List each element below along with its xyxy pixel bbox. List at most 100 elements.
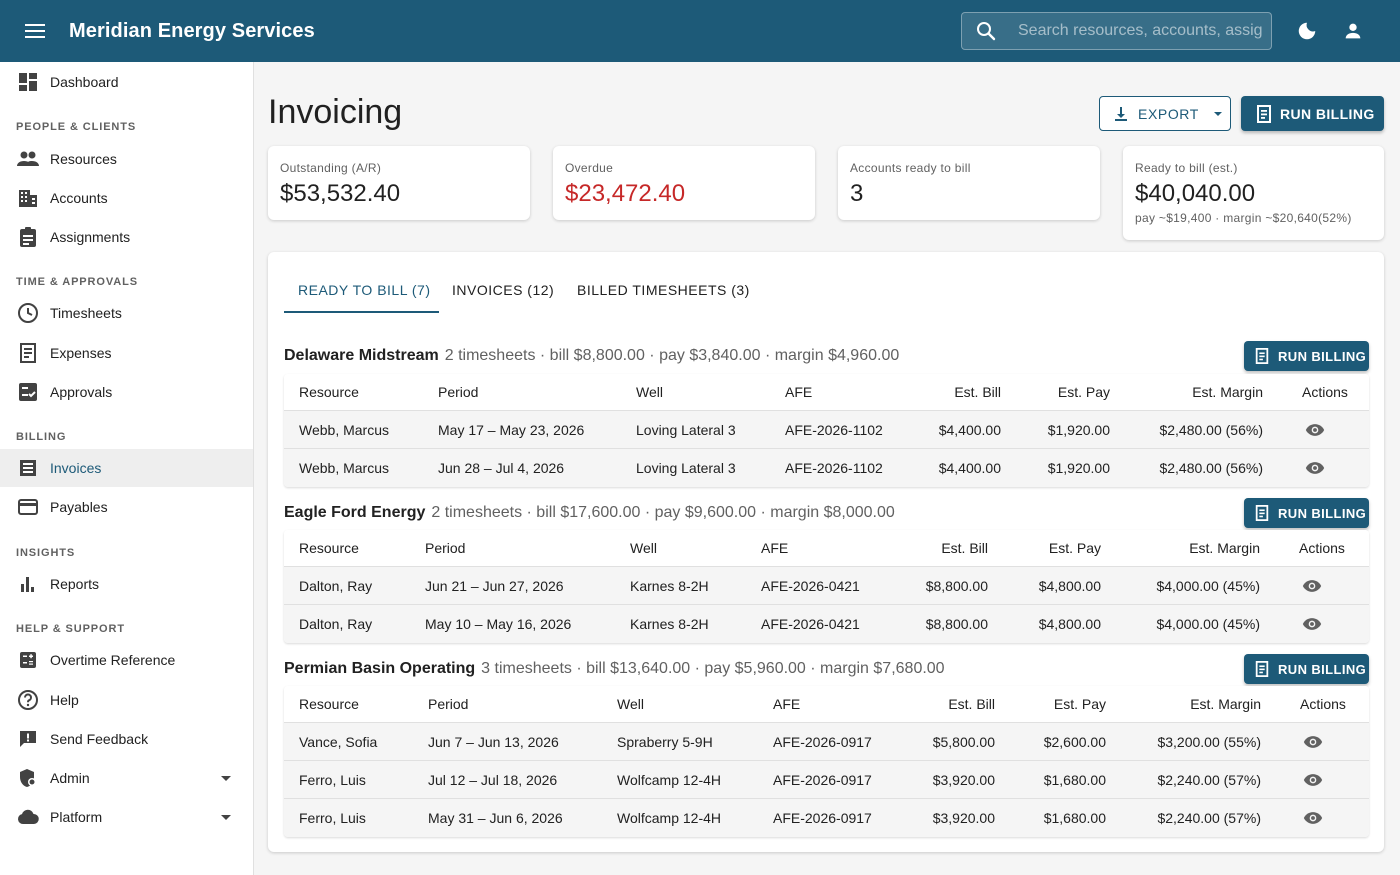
sidebar-item-assignments[interactable]: Assignments xyxy=(0,218,253,256)
group-name: Delaware Midstream xyxy=(284,347,439,364)
col-afe: AFE xyxy=(761,540,789,556)
cell-margin: $4,000.00 (45%) xyxy=(1156,577,1260,594)
run-billing-button[interactable]: RUN BILLING xyxy=(1241,96,1384,131)
timesheet-table: Resource Period Well AFE Est. Bill Est. … xyxy=(284,374,1369,487)
sidebar-item-label: Accounts xyxy=(50,190,108,206)
sidebar-item-reports[interactable]: Reports xyxy=(0,565,253,603)
eye-icon[interactable] xyxy=(1302,614,1322,634)
eye-icon[interactable] xyxy=(1303,770,1323,790)
sidebar-item-label: Overtime Reference xyxy=(50,652,176,668)
cell-well: Spraberry 5-9H xyxy=(617,733,713,750)
col-actions: Actions xyxy=(1300,696,1346,712)
group-summary: 2 timesheets · bill $8,800.00 · pay $3,8… xyxy=(444,347,900,364)
chevron-down-icon[interactable] xyxy=(216,768,236,788)
stat-value: $23,472.40 xyxy=(565,180,686,207)
tab-invoices[interactable]: INVOICES (12) xyxy=(452,282,555,298)
help-icon xyxy=(16,688,40,712)
group-header: Permian Basin Operating 3 timesheets · bi… xyxy=(284,660,945,678)
cell-margin: $2,480.00 (56%) xyxy=(1159,421,1263,438)
group-summary: 2 timesheets · bill $17,600.00 · pay $9,… xyxy=(431,504,895,521)
group-name: Eagle Ford Energy xyxy=(284,504,426,521)
sidebar-item-label: Assignments xyxy=(50,229,131,245)
account-icon[interactable] xyxy=(1341,19,1365,43)
col-pay: Est. Pay xyxy=(1053,696,1106,712)
stat-subtext: pay ~$19,400 · margin ~$20,640(52%) xyxy=(1135,211,1352,225)
eye-icon[interactable] xyxy=(1305,420,1325,440)
eye-icon[interactable] xyxy=(1305,458,1325,478)
col-actions: Actions xyxy=(1299,540,1345,556)
stat-label: Ready to bill (est.) xyxy=(1135,161,1238,175)
sidebar-item-timesheets[interactable]: Timesheets xyxy=(0,294,253,332)
timesheet-table: Resource Period Well AFE Est. Bill Est. … xyxy=(284,530,1369,643)
col-period: Period xyxy=(438,384,479,400)
cell-resource: Dalton, Ray xyxy=(299,577,373,594)
tab-ready-to-bill[interactable]: READY TO BILL (7) xyxy=(298,282,431,298)
cell-pay: $1,920.00 xyxy=(1047,460,1110,476)
table-row: Ferro, Luis Jul 12 – Jul 18, 2026 Wolfca… xyxy=(284,761,1369,799)
sidebar-item-approvals[interactable]: Approvals xyxy=(0,373,253,411)
sidebar-item-admin[interactable]: Admin xyxy=(0,759,253,797)
sidebar-item-feedback[interactable]: Send Feedback xyxy=(0,720,253,758)
cell-bill: $8,800.00 xyxy=(925,616,988,632)
col-margin: Est. Margin xyxy=(1189,540,1260,556)
sidebar-item-label: Invoices xyxy=(50,460,102,476)
col-resource: Resource xyxy=(299,696,359,712)
receipt-icon xyxy=(1255,104,1273,123)
chevron-down-icon[interactable] xyxy=(216,807,236,827)
table-row: Ferro, Luis May 31 – Jun 6, 2026 Wolfcam… xyxy=(284,799,1369,837)
run-billing-button[interactable]: RUN BILLING xyxy=(1244,498,1369,528)
run-billing-button[interactable]: RUN BILLING xyxy=(1244,341,1369,371)
sidebar-item-invoices[interactable]: Invoices xyxy=(0,449,253,487)
cell-period: May 10 – May 16, 2026 xyxy=(425,616,572,632)
cell-pay: $2,600.00 xyxy=(1043,733,1106,750)
cell-pay: $4,800.00 xyxy=(1038,577,1101,594)
dark-mode-icon[interactable] xyxy=(1295,19,1319,43)
export-label: EXPORT xyxy=(1138,105,1199,122)
col-bill: Est. Bill xyxy=(948,696,995,712)
chevron-down-icon xyxy=(1209,105,1227,123)
stat-card-ready-accounts: Accounts ready to bill 3 xyxy=(838,146,1100,220)
dashboard-icon xyxy=(16,70,40,94)
stat-card-overdue: Overdue $23,472.40 xyxy=(553,146,815,220)
menu-icon[interactable] xyxy=(17,13,53,49)
group-header: Delaware Midstream 2 timesheets · bill $8… xyxy=(284,347,899,365)
sidebar-item-accounts[interactable]: Accounts xyxy=(0,179,253,217)
sidebar-item-help[interactable]: Help xyxy=(0,681,253,719)
eye-icon[interactable] xyxy=(1302,576,1322,596)
run-billing-label: RUN BILLING xyxy=(1278,505,1367,521)
cell-resource: Vance, Sofia xyxy=(299,733,378,750)
eye-icon[interactable] xyxy=(1303,808,1323,828)
search-box[interactable] xyxy=(961,12,1272,50)
table-header: Resource Period Well AFE Est. Bill Est. … xyxy=(284,686,1369,723)
building-icon xyxy=(16,186,40,210)
receipt-icon xyxy=(1254,505,1270,521)
cell-well: Wolfcamp 12-4H xyxy=(617,771,722,788)
download-icon xyxy=(1112,105,1130,123)
run-billing-button[interactable]: RUN BILLING xyxy=(1244,654,1369,684)
table-row: Dalton, Ray Jun 21 – Jun 27, 2026 Karnes… xyxy=(284,567,1369,605)
sidebar-item-overtime[interactable]: Overtime Reference xyxy=(0,641,253,679)
sidebar-item-label: Timesheets xyxy=(50,305,122,321)
search-input[interactable] xyxy=(1018,22,1263,40)
group-name: Permian Basin Operating xyxy=(284,660,476,677)
sidebar-item-expenses[interactable]: Expenses xyxy=(0,334,253,372)
col-margin: Est. Margin xyxy=(1190,696,1261,712)
sidebar-item-dashboard[interactable]: Dashboard xyxy=(0,63,253,101)
run-billing-label: RUN BILLING xyxy=(1280,105,1375,122)
sidebar-item-resources[interactable]: Resources xyxy=(0,140,253,178)
table-row: Webb, Marcus May 17 – May 23, 2026 Lovin… xyxy=(284,411,1369,449)
export-button[interactable]: EXPORT xyxy=(1099,96,1231,131)
cell-period: Jun 21 – Jun 27, 2026 xyxy=(425,577,564,594)
tab-billed-timesheets[interactable]: BILLED TIMESHEETS (3) xyxy=(577,282,750,298)
receipt-icon xyxy=(1254,661,1270,677)
calculator-icon xyxy=(16,648,40,672)
cell-margin: $4,000.00 (45%) xyxy=(1156,616,1260,632)
sidebar-item-platform[interactable]: Platform xyxy=(0,798,253,836)
sidebar-item-payables[interactable]: Payables xyxy=(0,488,253,526)
cell-period: Jun 7 – Jun 13, 2026 xyxy=(428,733,559,750)
eye-icon[interactable] xyxy=(1303,732,1323,752)
col-margin: Est. Margin xyxy=(1192,384,1263,400)
tab-indicator xyxy=(284,311,439,313)
cell-resource: Ferro, Luis xyxy=(299,771,366,788)
billing-panel: READY TO BILL (7) INVOICES (12) BILLED T… xyxy=(268,252,1384,852)
